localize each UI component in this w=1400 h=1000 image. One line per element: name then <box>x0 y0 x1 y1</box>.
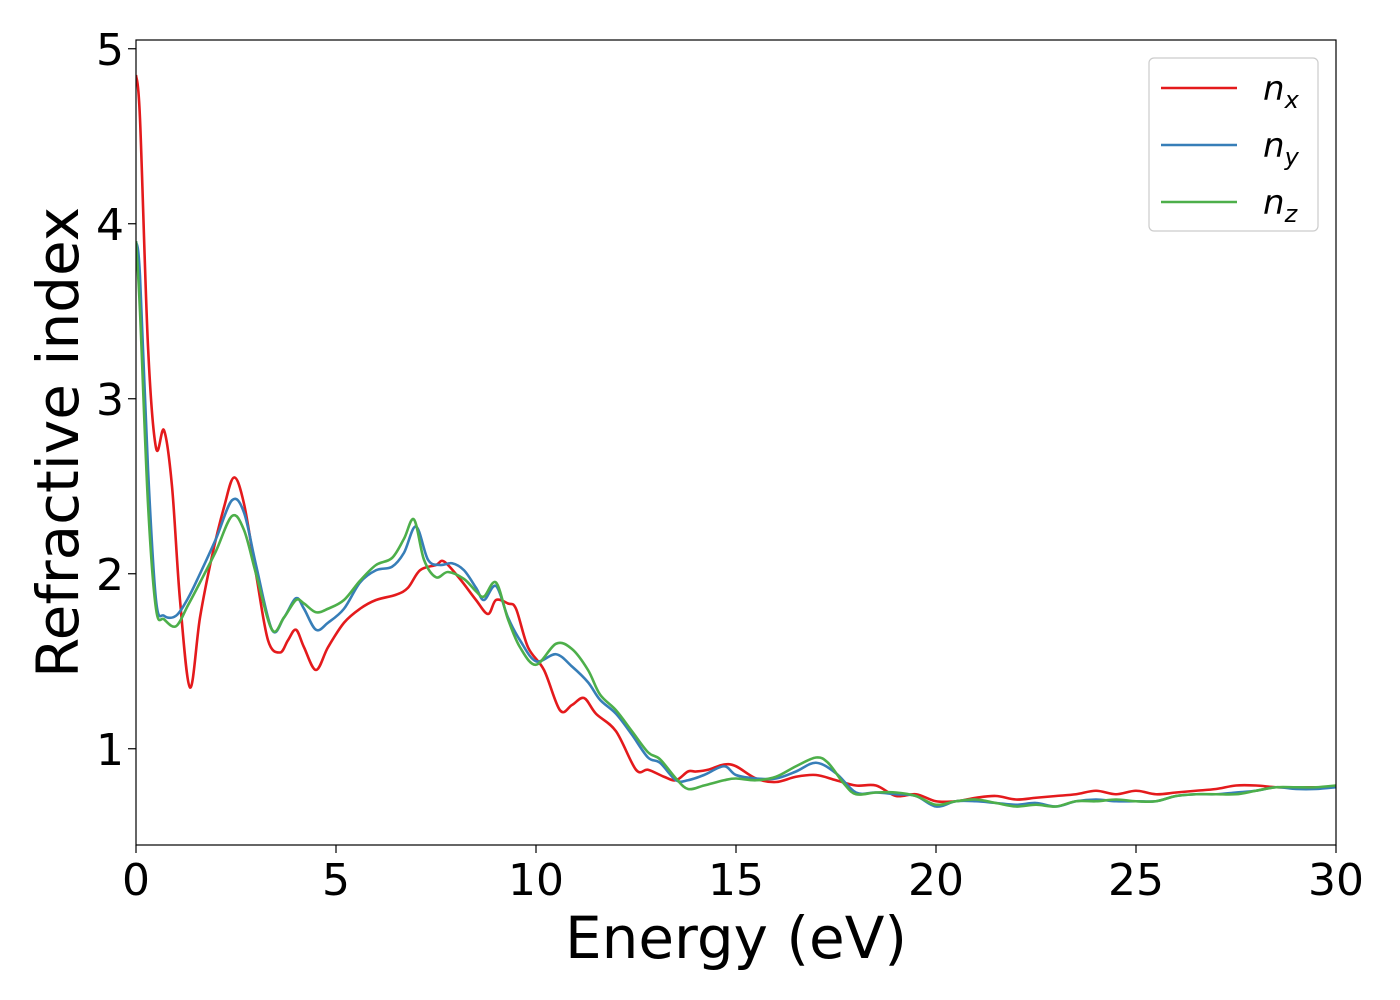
x-tick-label: 0 <box>122 855 150 906</box>
y-tick-label: 3 <box>96 375 124 426</box>
y-tick-label: 5 <box>96 25 124 76</box>
x-tick-label: 30 <box>1308 855 1364 906</box>
y-axis-label: Refractive index <box>24 207 92 678</box>
legend-label-ny: ny <box>1263 126 1300 171</box>
y-tick-label: 2 <box>96 550 124 601</box>
legend-label-nx: nx <box>1263 69 1300 114</box>
y-axis-ticks: 1 2 3 4 5 <box>96 25 136 776</box>
legend: nx ny nz <box>1148 57 1319 232</box>
x-tick-label: 10 <box>508 855 564 906</box>
series-line-ny <box>136 241 1336 808</box>
x-tick-label: 25 <box>1108 855 1164 906</box>
x-tick-label: 20 <box>908 855 964 906</box>
x-tick-label: 5 <box>322 855 350 906</box>
x-tick-label: 15 <box>708 855 764 906</box>
series-line-nz <box>136 241 1336 808</box>
x-axis-label: Energy (eV) <box>565 904 907 972</box>
series-line-nx <box>136 74 1336 804</box>
y-tick-label: 1 <box>96 725 124 776</box>
y-tick-label: 4 <box>96 200 124 251</box>
legend-label-nz: nz <box>1263 183 1299 228</box>
x-axis-ticks: 0 5 10 15 20 25 30 <box>122 845 1364 906</box>
series-layer <box>136 74 1336 808</box>
